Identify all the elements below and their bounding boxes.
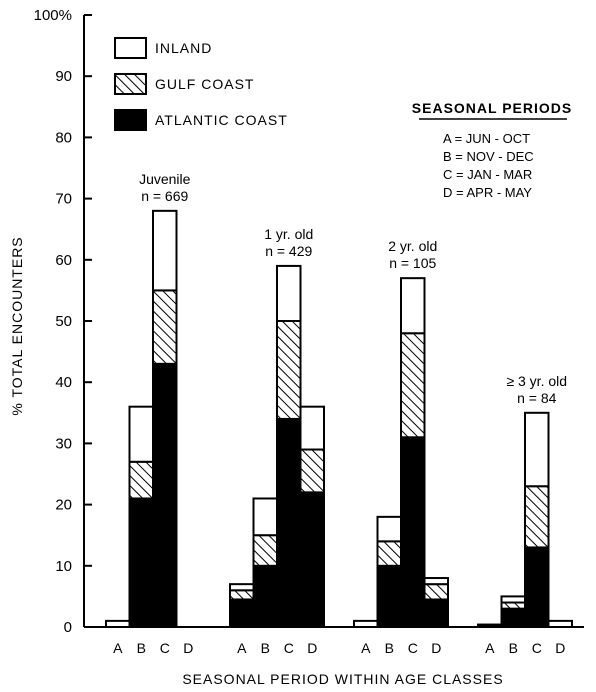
group-label: Juvenile xyxy=(139,171,191,187)
group-label: n = 429 xyxy=(265,243,312,259)
bar-segment-gulf xyxy=(252,534,278,567)
y-tick-label: 80 xyxy=(55,129,72,146)
legend-label-gulf: GULF COAST xyxy=(155,76,254,92)
bar-segment-atlantic xyxy=(477,623,503,629)
y-tick-label: 40 xyxy=(55,374,72,391)
bar-segment-inland xyxy=(299,405,325,451)
bar-segment-inland xyxy=(524,411,550,488)
bar-segment-inland xyxy=(229,583,255,592)
bar-segment-gulf xyxy=(276,320,302,420)
bar-segment-atlantic xyxy=(500,607,526,629)
seasonal-periods-key: SEASONAL PERIODS A = JUN - OCT B = NOV - D… xyxy=(412,100,572,200)
bar-segment-atlantic xyxy=(400,436,426,628)
y-tick-label: 90 xyxy=(55,68,72,85)
seasonal-period-entry: A = JUN - OCT xyxy=(443,131,530,146)
bar-segment-inland xyxy=(128,405,154,463)
bar-segment-atlantic xyxy=(252,564,278,628)
bar-segment-gulf xyxy=(400,332,426,439)
x-tick-label: C xyxy=(408,640,418,656)
x-tick-label: D xyxy=(183,640,193,656)
bar-segment-gulf xyxy=(376,540,402,567)
x-tick-label: D xyxy=(431,640,441,656)
y-tick-label: 50 xyxy=(55,313,72,330)
seasonal-periods-title: SEASONAL PERIODS xyxy=(412,100,572,116)
legend-label-inland: INLAND xyxy=(155,40,212,56)
bar-segment-inland xyxy=(547,619,573,629)
bar-segment-atlantic xyxy=(152,362,178,628)
bar-segment-inland xyxy=(105,619,131,629)
bar-segment-inland xyxy=(400,277,426,335)
bar-segment-atlantic xyxy=(423,598,449,629)
y-tick-label: 30 xyxy=(55,435,72,452)
x-tick-label: B xyxy=(137,640,146,656)
bar-segment-inland xyxy=(152,209,178,292)
bar-segment-inland xyxy=(252,497,278,537)
x-axis-title: SEASONAL PERIOD WITHIN AGE CLASSES xyxy=(182,671,503,687)
group-label: n = 84 xyxy=(517,390,557,406)
x-tick-label: D xyxy=(307,640,317,656)
legend: INLAND GULF COAST ATLANTIC COAST xyxy=(114,37,288,131)
bar-segment-atlantic xyxy=(276,417,302,629)
legend-label-atlantic: ATLANTIC COAST xyxy=(155,112,288,128)
y-tick-label: 100% xyxy=(34,7,72,24)
bar-segment-gulf xyxy=(229,589,255,601)
bar-segment-atlantic xyxy=(229,598,255,629)
y-axis-title: % TOTAL ENCOUNTERS xyxy=(9,236,25,415)
seasonal-period-entry: C = JAN - MAR xyxy=(443,167,532,182)
bar-segment-atlantic xyxy=(299,491,325,628)
y-tick-label: 70 xyxy=(55,191,72,208)
group-label: 2 yr. old xyxy=(388,238,437,254)
legend-swatch-inland xyxy=(114,37,147,59)
seasonal-period-entry: B = NOV - DEC xyxy=(443,149,534,164)
x-tick-label: A xyxy=(113,640,123,656)
bar-segment-gulf xyxy=(423,583,449,601)
bar-segment-atlantic xyxy=(128,497,154,629)
legend-swatch-gulf xyxy=(114,73,147,95)
bar-segment-gulf xyxy=(152,289,178,365)
y-tick-label: 20 xyxy=(55,497,72,514)
x-tick-label: A xyxy=(361,640,371,656)
bar-segment-gulf xyxy=(128,460,154,500)
group-label: n = 669 xyxy=(141,188,188,204)
x-tick-label: A xyxy=(237,640,247,656)
bar-segment-gulf xyxy=(524,485,550,549)
x-tick-label: D xyxy=(555,640,565,656)
bar-segment-gulf xyxy=(299,448,325,494)
y-tick-label: 10 xyxy=(55,558,72,575)
x-tick-label: B xyxy=(509,640,518,656)
x-tick-label: C xyxy=(284,640,294,656)
bar-segment-inland xyxy=(376,515,402,543)
x-tick-label: B xyxy=(261,640,270,656)
seasonal-period-entry: D = APR - MAY xyxy=(443,185,532,200)
bars xyxy=(105,209,573,629)
bar-segment-inland xyxy=(276,264,302,323)
group-label: 1 yr. old xyxy=(264,226,313,242)
legend-swatch-atlantic xyxy=(114,109,147,131)
x-tick-label: A xyxy=(485,640,495,656)
x-tick-label: B xyxy=(385,640,394,656)
bar-segment-inland xyxy=(500,595,526,604)
bar-segment-inland xyxy=(353,619,379,629)
y-tick-label: 60 xyxy=(55,252,72,269)
bar-segment-atlantic xyxy=(376,564,402,628)
bar-segment-atlantic xyxy=(524,546,550,628)
bar-segment-inland xyxy=(423,577,449,586)
y-axis-ticks: 0 10 20 30 40 50 60 70 80 90 100% xyxy=(34,7,92,636)
y-tick-label: 0 xyxy=(64,619,72,636)
group-label: ≥ 3 yr. old xyxy=(506,373,567,389)
group-label: n = 105 xyxy=(389,255,436,271)
x-tick-label: C xyxy=(532,640,542,656)
x-tick-label: C xyxy=(160,640,170,656)
